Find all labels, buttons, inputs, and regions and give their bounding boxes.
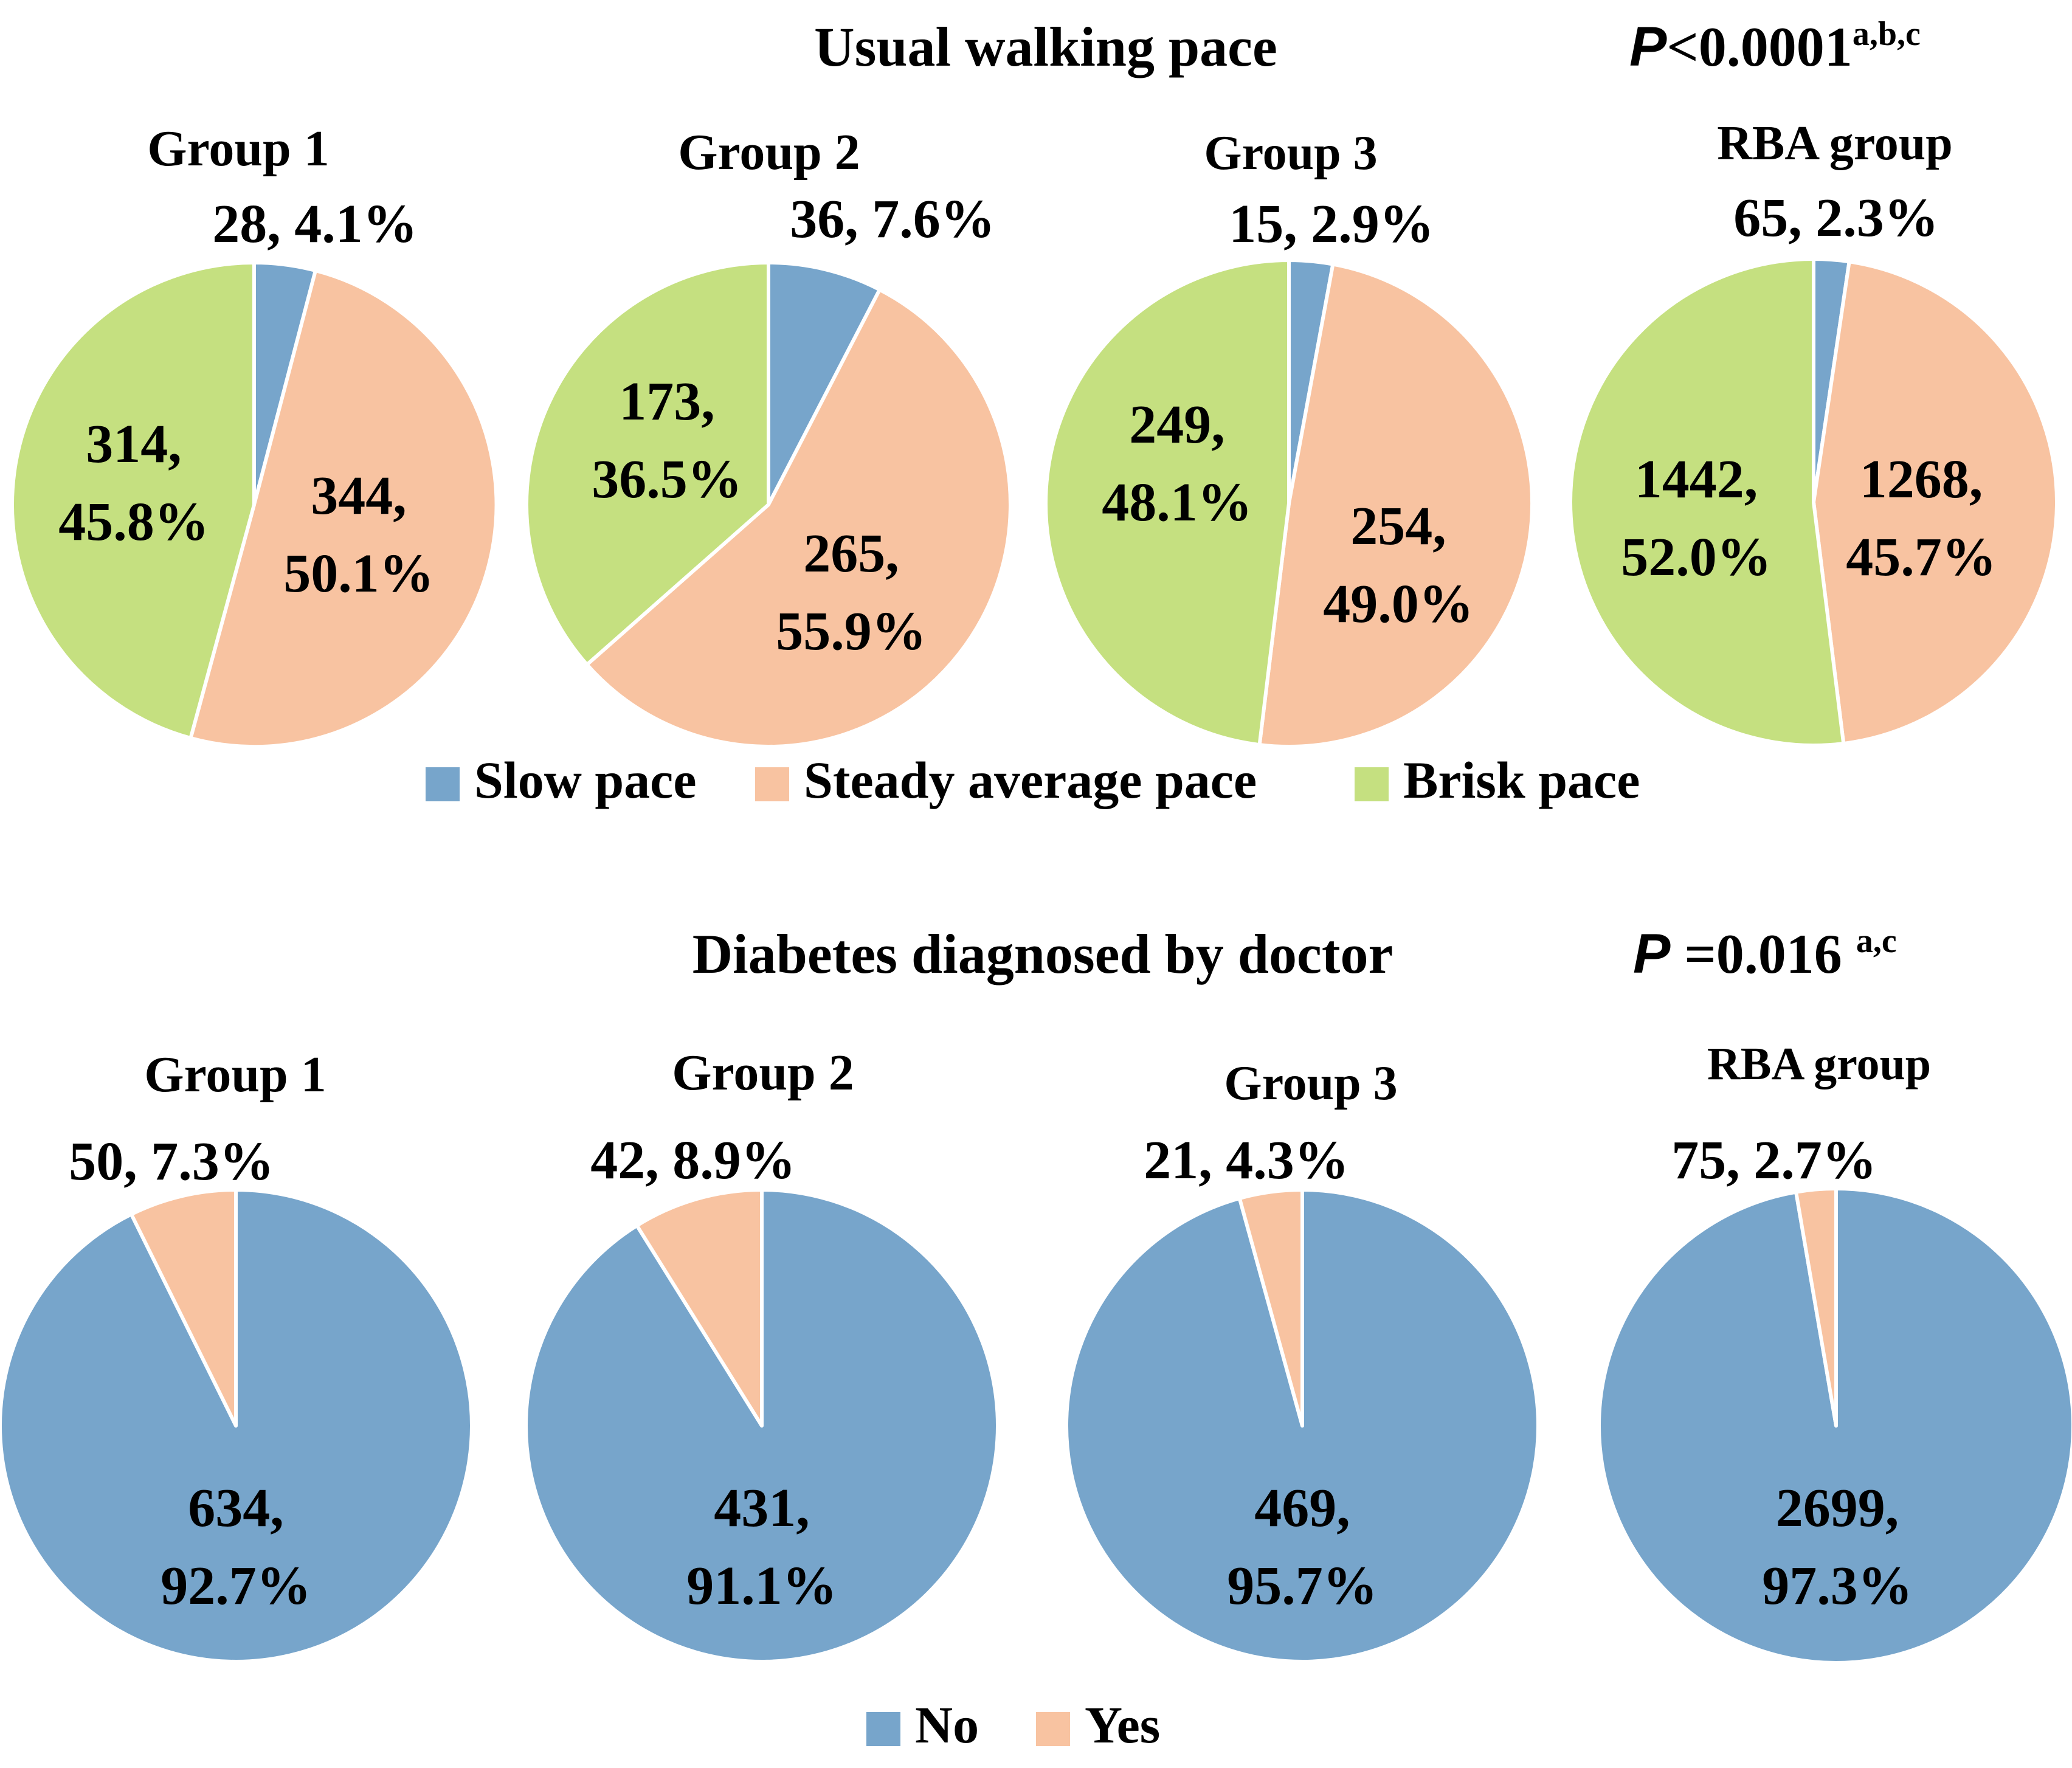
legend: Slow pace Steady average pace Brisk pace [426, 751, 1640, 809]
legend-swatch [426, 767, 460, 801]
data-label: 254, [1350, 496, 1446, 556]
pie-group-1: Group 1 28, 4.1% 344, 50.1% 314, 45.8% [10, 120, 499, 749]
data-label: 265, [803, 523, 899, 584]
legend-label: No [915, 1696, 979, 1754]
pie-slice-yes [1794, 1187, 1838, 1428]
data-label: 48.1% [1102, 472, 1252, 533]
data-label: 75, 2.7% [1671, 1130, 1877, 1190]
data-label: 1268, [1860, 449, 1983, 509]
legend-swatch [1036, 1712, 1070, 1746]
chart-title: Usual walking pace [814, 16, 1277, 78]
pie-group-name: Group 3 [1204, 126, 1377, 180]
data-label: 28, 4.1% [212, 194, 418, 254]
data-label: 173, [619, 371, 715, 432]
data-label: 314, [86, 414, 182, 474]
legend-label: Slow pace [474, 751, 697, 809]
legend-label: Steady average pace [804, 751, 1257, 809]
data-label: 431, [714, 1478, 810, 1538]
p-value: P<0.0001a,b,c [1629, 15, 1921, 78]
data-label: 42, 8.9% [590, 1130, 796, 1190]
pie-slice-steady-average-pace [188, 269, 499, 749]
data-label: 92.7% [161, 1556, 311, 1616]
pie-slice-steady-average-pace [1257, 262, 1534, 749]
chart-panel-1: Usual walking pace P<0.0001a,b,c Group 1 28… [10, 15, 2059, 809]
pie-slice-yes [129, 1188, 238, 1428]
data-label: 15, 2.9% [1229, 194, 1434, 254]
data-label: 36.5% [592, 449, 742, 509]
data-label: 21, 4.3% [1144, 1130, 1349, 1190]
pie-group-name: RBA group [1717, 117, 1953, 170]
pie-slice-steady-average-pace [585, 288, 1012, 748]
pie-group-name: Group 2 [678, 124, 860, 181]
pie-slice-yes [635, 1188, 764, 1428]
pie-group-2: Group 2 431, 91.1% 42, 8.9% [524, 1045, 1000, 1663]
pie-slice-brisk-pace [525, 261, 770, 667]
pie-group-name: Group 2 [672, 1045, 854, 1101]
data-label: 91.1% [686, 1556, 837, 1616]
data-label: 52.0% [1621, 527, 1772, 587]
chart-title: Diabetes diagnosed by doctor [692, 923, 1393, 985]
data-label: 95.7% [1227, 1556, 1378, 1616]
pie-slice-steady-average-pace [1812, 260, 2059, 745]
data-label: 50, 7.3% [69, 1131, 274, 1192]
legend-label: Yes [1085, 1696, 1160, 1754]
data-label: 36, 7.6% [790, 189, 995, 249]
pie-group-3: Group 3 15, 2.9% 254, 49.0% 249, 48.1% [1044, 126, 1534, 749]
legend-swatch [1355, 767, 1389, 801]
pie-slice-brisk-pace [1569, 257, 1846, 747]
legend-label: Brisk pace [1403, 751, 1640, 809]
data-label: 45.8% [58, 492, 209, 552]
legend-swatch [866, 1712, 900, 1746]
pie-group-name: Group 1 [144, 1046, 326, 1103]
pie-group-name: RBA group [1707, 1038, 1931, 1089]
pie-slice-yes [1237, 1188, 1304, 1428]
legend: No Yes [866, 1696, 1160, 1754]
pie-group-3: Group 3 469, 95.7% 21, 4.3% [1064, 1057, 1540, 1663]
data-label: 2699, [1776, 1478, 1899, 1538]
data-label: 469, [1254, 1478, 1350, 1538]
legend-swatch [755, 767, 789, 801]
data-label: 65, 2.3% [1733, 188, 1939, 248]
data-label: 249, [1129, 395, 1225, 455]
pie-slice-brisk-pace [1044, 258, 1291, 747]
pie-rba-group: RBA group 65, 2.3% 1268, 45.7% 1442, 52.0% [1569, 117, 2059, 747]
data-label: 49.0% [1323, 574, 1474, 634]
data-label: 45.7% [1846, 527, 1997, 587]
pie-slice-slow-pace [767, 261, 882, 506]
pie-group-name: Group 3 [1224, 1057, 1397, 1110]
data-label: 55.9% [776, 601, 927, 661]
data-label: 97.3% [1762, 1556, 1913, 1616]
pie-group-1: Group 1 634, 92.7% 50, 7.3% [0, 1046, 474, 1663]
data-label: 50.1% [283, 544, 434, 604]
pie-group-name: Group 1 [147, 120, 330, 177]
data-label: 1442, [1635, 449, 1758, 509]
data-label: 344, [311, 466, 407, 526]
p-value: P =0.016 a,c [1633, 922, 1897, 985]
pie-rba-group: RBA group 2699, 97.3% 75, 2.7% [1597, 1038, 2072, 1665]
pie-group-2: Group 2 36, 7.6% 265, 55.9% 173, 36.5% [525, 124, 1012, 748]
data-label: 634, [188, 1478, 284, 1538]
chart-panel-2: Diabetes diagnosed by doctor P =0.016 a,c… [0, 922, 2072, 1754]
pie-slice-no [524, 1188, 1000, 1663]
pie-slice-brisk-pace [10, 261, 256, 741]
